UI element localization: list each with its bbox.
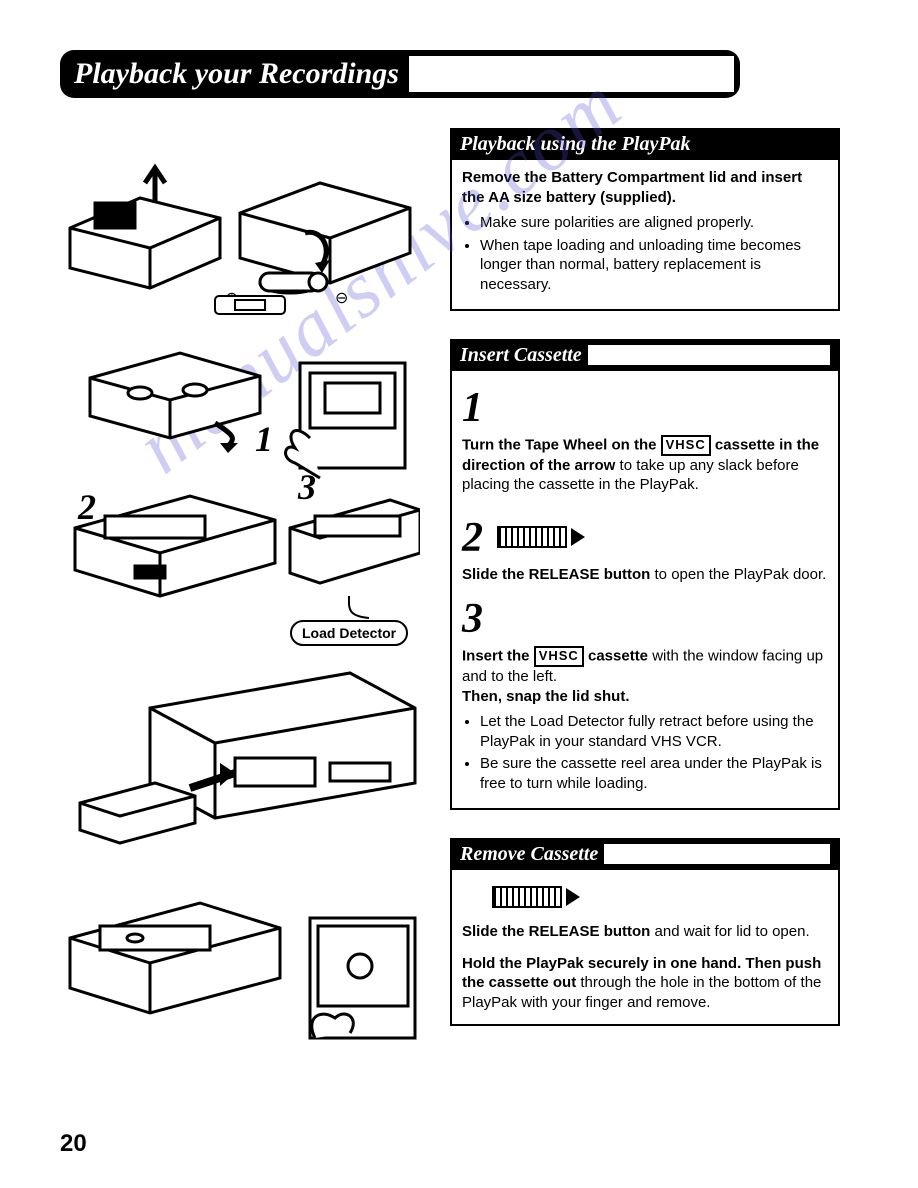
remove-header-text: Remove Cassette bbox=[460, 843, 598, 866]
diagram-column: ⊕ ⊖ bbox=[60, 128, 420, 1058]
step2-rest: to open the PlayPak door. bbox=[650, 566, 826, 583]
remove-body: Slide the RELEASE button and wait for li… bbox=[452, 870, 838, 1024]
page-title: Playback your Recordings bbox=[74, 57, 409, 91]
step3-bold-b: cassette bbox=[588, 648, 648, 665]
remove-header-blank bbox=[604, 844, 830, 864]
step3-bold-c: Then, snap the lid shut. bbox=[462, 688, 630, 705]
page-number: 20 bbox=[60, 1130, 87, 1158]
playpak-section: Playback using the PlayPak Remove the Ba… bbox=[450, 128, 840, 311]
step3-bullet-2: Be sure the cassette reel area under the… bbox=[480, 754, 828, 793]
insert-section: Insert Cassette 1 Turn the Tape Wheel on… bbox=[450, 339, 840, 810]
step-1-number: 1 bbox=[462, 387, 828, 429]
insert-body: 1 Turn the Tape Wheel on the VHSC casset… bbox=[452, 371, 838, 808]
step-3-number: 3 bbox=[462, 598, 828, 640]
insert-header-blank bbox=[588, 345, 830, 365]
release-slider-icon-1 bbox=[497, 526, 585, 548]
playpak-body: Remove the Battery Compartment lid and i… bbox=[452, 160, 838, 309]
step3-bullet-1: Let the Load Detector fully retract befo… bbox=[480, 712, 828, 751]
remove-p2: Hold the PlayPak securely in one hand. T… bbox=[462, 954, 828, 1013]
step-2-number: 2 bbox=[462, 517, 483, 559]
load-detector-label: Load Detector bbox=[290, 620, 408, 646]
playpak-bullets: Make sure polarities are aligned properl… bbox=[462, 213, 828, 294]
insert-header: Insert Cassette bbox=[452, 341, 838, 371]
battery-diagram: ⊕ ⊖ bbox=[60, 138, 420, 318]
step1-bold-a: Turn the Tape Wheel on the bbox=[462, 436, 661, 453]
playpak-header: Playback using the PlayPak bbox=[452, 130, 838, 160]
step-1-text: Turn the Tape Wheel on the VHSC cassette… bbox=[462, 435, 828, 495]
diagram-step-2: 2 bbox=[78, 486, 96, 528]
remove-diagram bbox=[60, 888, 420, 1058]
remove-header: Remove Cassette bbox=[452, 840, 838, 870]
insert-diagram: 1 3 2 Load Detector bbox=[60, 338, 420, 648]
step-2-text: Slide the RELEASE button to open the Pla… bbox=[462, 565, 828, 585]
svg-text:⊖: ⊖ bbox=[335, 290, 348, 307]
vcr-diagram bbox=[60, 668, 420, 848]
vhsc-badge-2: VHSC bbox=[534, 646, 584, 667]
diagram-step-3: 3 bbox=[298, 466, 316, 508]
insert-header-text: Insert Cassette bbox=[460, 344, 582, 367]
remove-section: Remove Cassette Slide the RELEASE button… bbox=[450, 838, 840, 1026]
playpak-intro: Remove the Battery Compartment lid and i… bbox=[462, 169, 802, 206]
remove-p1-rest: and wait for lid to open. bbox=[650, 923, 809, 940]
step-3-bullets: Let the Load Detector fully retract befo… bbox=[462, 712, 828, 793]
content-columns: ⊕ ⊖ bbox=[60, 128, 878, 1058]
release-slider-icon-2 bbox=[492, 886, 580, 908]
page-title-bar: Playback your Recordings bbox=[60, 50, 740, 98]
step2-bold: Slide the RELEASE button bbox=[462, 566, 650, 583]
step-3-text: Insert the VHSC cassette with the window… bbox=[462, 646, 828, 706]
step3-bold-a: Insert the bbox=[462, 648, 534, 665]
playpak-bullet-1: Make sure polarities are aligned properl… bbox=[480, 213, 828, 233]
diagram-step-1: 1 bbox=[255, 418, 273, 460]
text-column: Playback using the PlayPak Remove the Ba… bbox=[450, 128, 840, 1058]
playpak-header-text: Playback using the PlayPak bbox=[460, 133, 691, 156]
manual-page: Playback your Recordings manualshive.com bbox=[0, 0, 918, 1188]
vhsc-badge-1: VHSC bbox=[661, 435, 711, 456]
remove-p1-bold: Slide the RELEASE button bbox=[462, 923, 650, 940]
title-blank bbox=[409, 56, 734, 92]
playpak-bullet-2: When tape loading and unloading time bec… bbox=[480, 236, 828, 295]
remove-p1: Slide the RELEASE button and wait for li… bbox=[462, 922, 828, 942]
